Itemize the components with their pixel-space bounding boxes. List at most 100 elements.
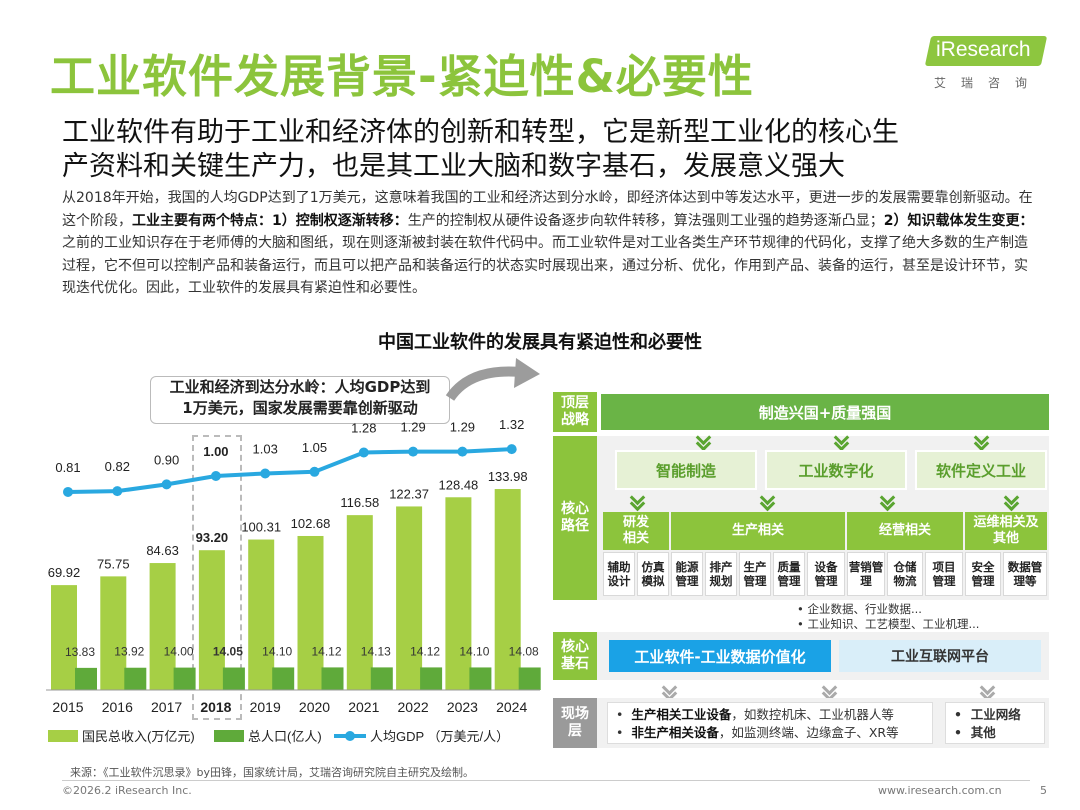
copyright: ©2026.2 iResearch Inc.	[62, 784, 192, 797]
category-operations: 经营相关	[847, 512, 963, 550]
legend-gdp-label: 人均GDP （万美元/人）	[370, 729, 509, 744]
x-tick-label: 2017	[151, 699, 182, 715]
field-network-box: • 工业网络 • 其他	[945, 702, 1045, 744]
framework-diagram: 顶层 战略 制造兴国+质量强国 核心 路径 智能制造 工业数字化 软件定义工业 …	[553, 392, 1049, 752]
software-cell: 安全 管理	[965, 552, 1001, 596]
data-bullet: 企业数据、行业数据...	[797, 602, 979, 617]
gdp-point	[408, 446, 419, 457]
core-path-label: 核心 路径	[553, 436, 597, 600]
population-value-label: 14.12	[311, 644, 341, 658]
gdp-point	[260, 468, 271, 479]
callout-arrow	[445, 366, 521, 401]
field-network-item: • 其他	[954, 725, 996, 740]
highlight-2018-frame	[192, 435, 242, 720]
iresearch-logo: iResearch 艾瑞咨询	[924, 30, 1048, 96]
gdp-value-label: 1.00	[203, 444, 228, 459]
legend-gdp-marker	[345, 731, 355, 741]
core-box-smart-manufacturing: 智能制造	[615, 450, 757, 490]
population-value-label: 14.08	[509, 644, 539, 658]
arrow-head-icon	[514, 358, 540, 388]
chart-title: 中国工业软件的发展具有紧迫性和必要性	[378, 332, 702, 353]
population-value-label: 14.00	[164, 645, 194, 659]
software-cell: 辅助 设计	[603, 552, 635, 596]
field-other-text: 其他	[970, 725, 996, 740]
chevron-down-icon	[759, 496, 775, 508]
body-text-3: 之前的工业知识存在于老师傅的大脑和图纸，现在则逐渐被封装在软件代码中。而工业软件…	[62, 235, 1028, 297]
gdp-point	[457, 446, 468, 457]
x-tick-label: 2021	[348, 699, 379, 715]
software-cell: 仿真 模拟	[637, 552, 669, 596]
population-value-label: 13.92	[114, 645, 144, 659]
callout-line-2: 1万美元，国家发展需要靠创新驱动	[182, 399, 418, 417]
logo-text: iResearch	[936, 38, 1031, 61]
subtitle-line: 产资料和关键生产力，也是其工业大脑和数字基石，发展意义强大	[62, 151, 845, 182]
callout-box: 工业和经济到达分水岭：人均GDP达到 1万美元，国家发展需要靠创新驱动	[150, 376, 450, 424]
software-cell: 设备 管理	[807, 552, 845, 596]
population-value-label: 14.13	[361, 644, 391, 658]
gdp-value-label: 1.32	[499, 417, 524, 432]
gdp-value-label: 1.28	[351, 420, 376, 435]
gni-value-label: 102.68	[291, 516, 331, 531]
field-devices-box: • 生产相关工业设备，如数控机床、工业机器人等 • 非生产相关设备，如监测终端、…	[607, 702, 933, 744]
x-tick-label: 2016	[102, 699, 133, 715]
gni-value-label: 69.92	[48, 565, 81, 580]
industrial-internet-platform-box: 工业互联网平台	[839, 640, 1041, 672]
software-cell: 生产 管理	[739, 552, 771, 596]
logo-subtitle: 艾瑞咨询	[934, 76, 1043, 90]
software-cell: 排产 规划	[705, 552, 737, 596]
population-bar	[75, 667, 97, 690]
body-text-1: 从2018年开始，我国的人均GDP达到了1万美元，这意味着我国的工业和经济达到分…	[62, 190, 1033, 229]
population-bar	[420, 667, 443, 690]
gdp-value-label: 1.05	[302, 440, 327, 455]
population-value-label: 14.05	[213, 645, 243, 659]
body-paragraph: 从2018年开始，我国的人均GDP达到了1万美元，这意味着我国的工业和经济达到分…	[62, 187, 1034, 300]
x-tick-label: 2023	[447, 699, 478, 715]
callout-line-1: 工业和经济到达分水岭：人均GDP达到	[169, 378, 431, 396]
population-value-label: 14.10	[262, 644, 292, 658]
gni-value-label: 75.75	[97, 556, 130, 571]
gdp-value-label: 0.81	[55, 460, 80, 475]
top-strategy-bar: 制造兴国+质量强国	[601, 394, 1049, 430]
chevron-up-icon	[979, 686, 995, 698]
gni-bar	[51, 585, 77, 690]
software-cell: 数据管 理等	[1003, 552, 1047, 596]
gni-bar	[494, 489, 521, 690]
gdp-line	[67, 447, 512, 494]
footer-divider	[62, 780, 1030, 781]
page-title: 工业软件发展背景-紧迫性&必要性	[50, 50, 754, 103]
population-bar	[222, 667, 245, 690]
chevron-down-icon	[973, 436, 989, 448]
chevron-up-icon	[821, 686, 837, 698]
gdp-point	[210, 471, 221, 481]
population-bar	[173, 667, 196, 690]
chevron-down-icon	[879, 496, 895, 508]
population-bar	[518, 667, 541, 690]
gdp-point	[309, 466, 320, 477]
core-box-industrial-digitalization: 工业数字化	[765, 450, 907, 490]
x-tick-label: 2020	[299, 699, 330, 715]
gni-bar	[100, 576, 127, 690]
field-item-rest: ，如数控机床、工业机器人等	[731, 707, 894, 722]
gni-value-label: 84.63	[146, 543, 179, 558]
gni-value-label: 116.58	[340, 495, 379, 510]
subtitle: 工业软件有助于工业和经济体的创新和转型，它是新型工业化的核心生 产资料和关键生产…	[62, 116, 1022, 184]
field-item: • 非生产相关设备，如监测终端、边缘盒子、XR等	[616, 725, 899, 740]
page-number: 5	[1040, 784, 1047, 797]
legend-pop-swatch	[214, 730, 244, 742]
gni-bar	[396, 506, 423, 690]
gdp-value-label: 0.90	[154, 452, 179, 467]
chevron-down-icon	[695, 436, 711, 448]
top-strategy-label: 顶层 战略	[553, 392, 597, 432]
gdp-point	[506, 444, 517, 455]
gdp-value-label: 1.29	[400, 420, 425, 435]
field-item-rest: ，如监测终端、边缘盒子、XR等	[718, 725, 899, 740]
website: www.iresearch.com.cn	[878, 784, 1002, 797]
software-cell: 项目 管理	[925, 552, 963, 596]
legend-gni-label: 国民总收入(万亿元)	[82, 729, 195, 744]
field-network-item: • 工业网络	[954, 707, 1021, 722]
gni-value-label: 122.37	[389, 486, 429, 501]
population-bar	[124, 667, 147, 690]
gni-bar	[297, 535, 324, 690]
gni-bar	[346, 515, 373, 690]
